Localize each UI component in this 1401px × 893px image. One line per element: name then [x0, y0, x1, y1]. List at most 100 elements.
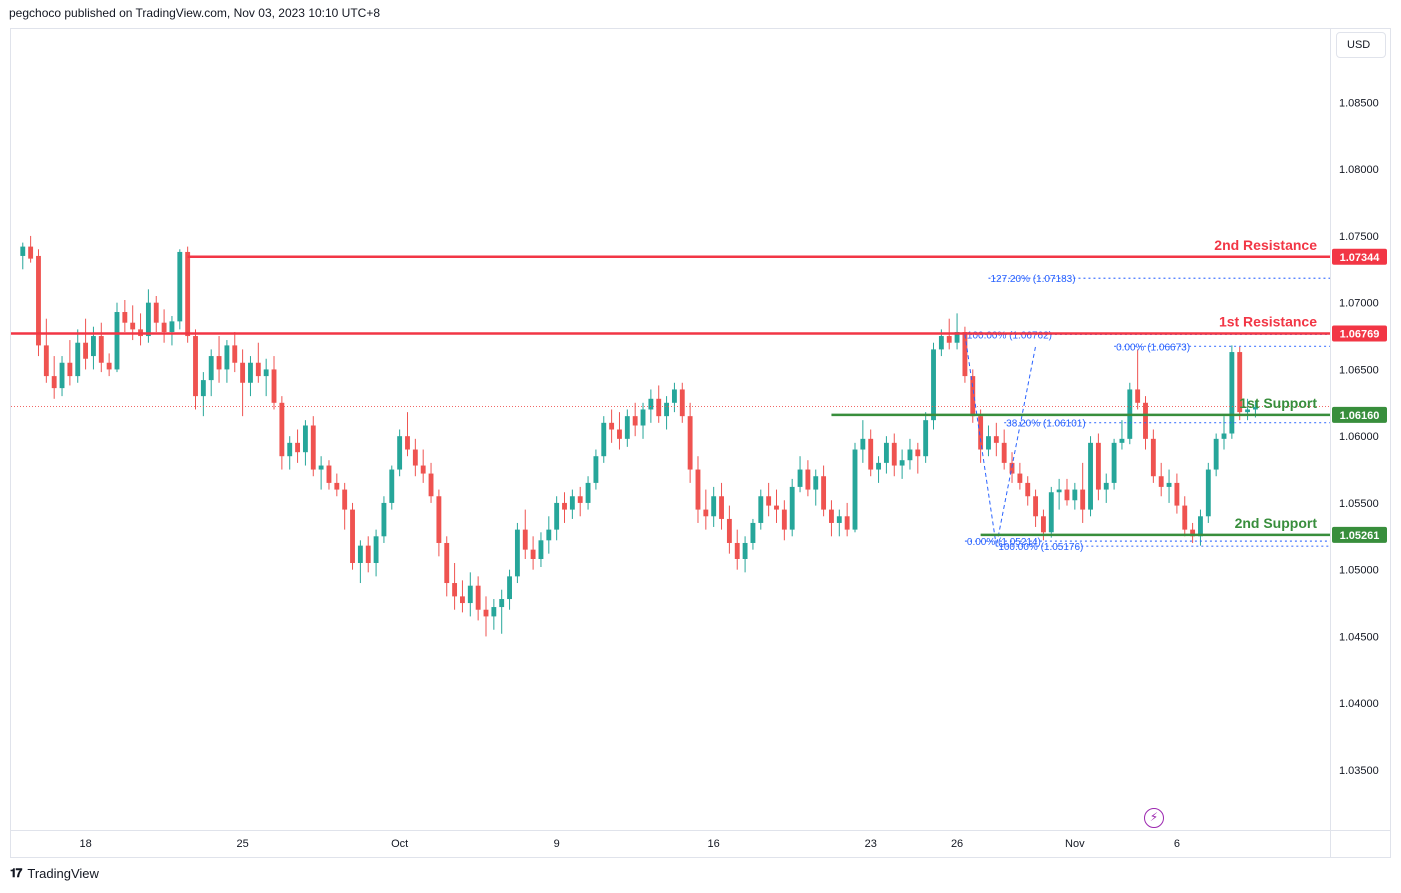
candle-body [161, 322, 167, 333]
time-tick-label: 25 [236, 838, 248, 850]
candle-body [703, 509, 709, 517]
fib-level-label: 100.00% (1.06762) [967, 330, 1052, 341]
time-tick-label: 26 [951, 838, 963, 850]
candle-body [75, 342, 81, 377]
zap-icon[interactable]: ⚡ [1144, 808, 1164, 828]
candle-body [970, 376, 976, 417]
candle-body [593, 456, 599, 483]
candle-body [428, 473, 434, 497]
candle-body [1056, 489, 1062, 493]
candle-body [483, 609, 489, 617]
candle-body [868, 438, 874, 470]
candle-body [836, 516, 842, 523]
time-tick-label: 16 [708, 838, 720, 850]
candle-body [1221, 433, 1227, 439]
candle-body [145, 302, 151, 337]
candle-body [656, 398, 662, 417]
candle-body [279, 402, 285, 457]
candle-body [232, 345, 238, 363]
candle-body [797, 469, 803, 487]
price-tick-label: 1.04500 [1339, 631, 1379, 643]
candle-body [436, 496, 442, 543]
candle-body [742, 542, 748, 559]
candle-body [114, 312, 120, 370]
price-tag [1332, 325, 1387, 342]
candle-body [193, 336, 198, 397]
candle-body [342, 489, 348, 510]
candle-body [679, 389, 685, 417]
candle-body [153, 302, 159, 323]
candles-group [20, 235, 1258, 637]
candle-body [813, 476, 819, 490]
candle-body [640, 409, 646, 426]
time-tick-label: Nov [1065, 838, 1085, 850]
price-tag [1332, 526, 1387, 543]
fib-level-label: 0.00% (1.06673) [1116, 342, 1190, 353]
candle-body [1025, 482, 1031, 497]
candle-body [648, 398, 654, 410]
price-tag [1332, 248, 1387, 265]
level-label: 2nd Resistance [1214, 237, 1317, 253]
candle-body [805, 469, 811, 490]
candle-body [978, 416, 984, 450]
candle-body [373, 536, 379, 563]
footer-brand[interactable]: 𝟏𝟕 TradingView [10, 866, 99, 881]
candle-body [891, 442, 897, 466]
candle-body [734, 542, 740, 559]
candle-body [569, 496, 575, 510]
candle-body [1252, 406, 1258, 410]
level-label: 1st Resistance [1219, 314, 1317, 330]
candle-body [389, 469, 395, 503]
candle-body [774, 505, 779, 510]
candle-body [420, 465, 426, 474]
candle-body [687, 416, 693, 470]
candle-body [923, 420, 929, 457]
candle-body [287, 442, 293, 457]
candle-body [876, 462, 881, 470]
candle-body [1229, 352, 1235, 434]
candle-body [491, 607, 497, 617]
candle-body [200, 380, 206, 397]
candle-body [43, 345, 49, 377]
candle-body [1237, 352, 1243, 413]
candle-body [1048, 492, 1054, 533]
candle-body [726, 518, 732, 543]
level-label: 1st Support [1239, 395, 1317, 411]
candle-body [962, 332, 968, 377]
candle-body [240, 362, 246, 383]
price-tick-label: 1.04000 [1339, 698, 1379, 710]
candle-body [1198, 516, 1203, 537]
candle-body [546, 529, 552, 541]
candle-body [255, 362, 261, 377]
candle-body [1166, 482, 1172, 487]
candle-body [405, 436, 410, 450]
time-tick-label: 18 [79, 838, 91, 850]
candle-body [538, 540, 544, 559]
currency-button[interactable]: USD [1336, 32, 1386, 58]
candle-body [28, 246, 34, 259]
fib-level-label: 0.00% (1.05214) [967, 537, 1041, 548]
candle-body [357, 545, 363, 563]
candle-body [326, 465, 332, 483]
candle-body [365, 545, 371, 563]
candle-body [624, 416, 630, 439]
candle-body [51, 376, 57, 389]
price-tick-label: 1.08000 [1339, 164, 1379, 176]
candle-body [821, 476, 827, 510]
candle-body [829, 509, 834, 523]
price-tick-label: 1.06000 [1339, 431, 1379, 443]
price-tag-label: 1.06160 [1340, 410, 1380, 422]
candle-body [907, 449, 913, 461]
candle-body [59, 362, 65, 389]
time-tick-label: 9 [554, 838, 560, 850]
candle-body [1088, 442, 1093, 510]
candle-body [507, 576, 512, 600]
candle-body [617, 429, 622, 439]
axes-group: 1.03500 1.04000 1.04500 1.05000 1.05500 1.060… [11, 29, 1390, 857]
candle-body [1174, 482, 1180, 506]
candle-body [601, 422, 607, 457]
candle-body [695, 469, 701, 510]
candle-body [632, 416, 638, 426]
candle-body [530, 549, 536, 559]
